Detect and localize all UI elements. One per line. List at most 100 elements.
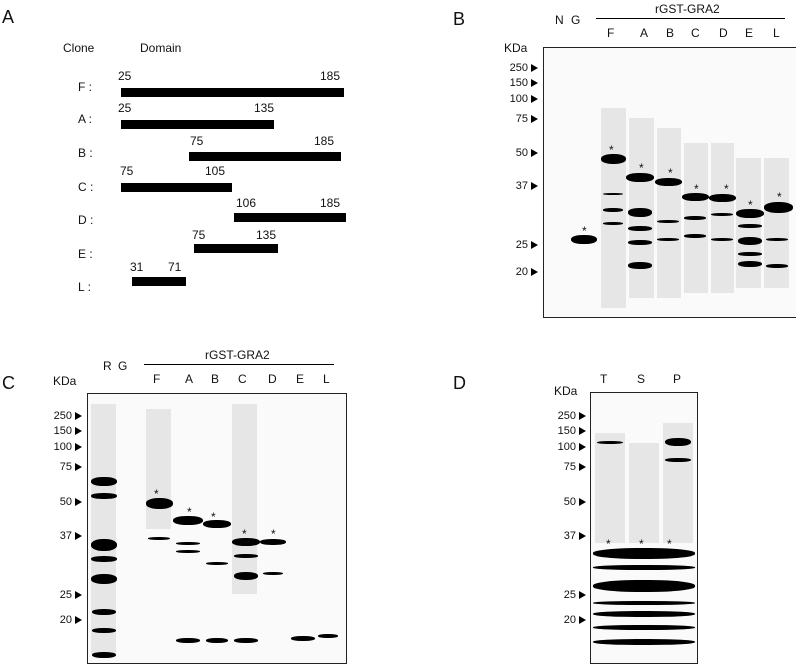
panel-c-lane-r: R <box>103 359 112 373</box>
clone-end-f: 185 <box>320 69 341 83</box>
panel-c-lane-smear <box>146 409 171 529</box>
band <box>766 238 788 241</box>
panel-c-lane-b: B <box>211 372 220 386</box>
band <box>603 222 623 225</box>
band <box>203 520 231 528</box>
band <box>234 554 258 558</box>
panel-b-lane-g: G <box>571 13 581 27</box>
band <box>593 565 695 570</box>
panel-b-unit: KDa <box>504 41 528 55</box>
band <box>736 209 764 218</box>
panel-b-marker-20: 20 <box>490 266 538 278</box>
panel-b-group-line <box>596 18 785 19</box>
band-star: * <box>609 143 614 157</box>
band <box>318 634 338 638</box>
clone-start-b: 75 <box>190 134 204 148</box>
panel-b-lane-a: A <box>640 26 649 40</box>
panel-d-marker-150: 150 <box>538 425 586 437</box>
band <box>682 193 709 201</box>
panel-a-letter: A <box>2 7 15 27</box>
ladder-band <box>91 556 117 562</box>
panel-b-lane-l: L <box>773 26 780 40</box>
band <box>764 202 793 213</box>
clone-name-c: C : <box>78 180 94 194</box>
band <box>176 550 200 553</box>
clone-end-b: 185 <box>314 134 335 148</box>
clone-start-d: 106 <box>236 196 257 210</box>
band <box>665 458 691 462</box>
clone-end-l: 71 <box>168 260 182 274</box>
band-star: * <box>154 487 159 501</box>
panel-b-marker-50: 50 <box>490 147 538 159</box>
panel-c-group-line <box>144 364 334 365</box>
panel-c-marker-20: 20 <box>34 614 82 626</box>
band <box>738 237 762 245</box>
band <box>601 154 626 164</box>
band <box>628 262 652 269</box>
clone-start-f: 25 <box>118 69 132 83</box>
band-star: * <box>271 527 276 541</box>
clone-end-a: 135 <box>254 101 275 115</box>
clone-name-l: L : <box>78 280 91 294</box>
domain-bar-b <box>189 152 341 161</box>
band <box>603 208 623 212</box>
panel-b-blot: * * * * * * * * <box>543 47 796 318</box>
band-star: * <box>606 537 611 551</box>
panel-c-lane-c: C <box>238 372 247 386</box>
clone-start-e: 75 <box>192 228 206 242</box>
panel-c-lane-smear <box>232 404 257 594</box>
panel-d-marker-50: 50 <box>538 496 586 508</box>
panel-c-marker-25: 25 <box>34 589 82 601</box>
panel-c-marker-50: 50 <box>34 496 82 508</box>
band <box>738 224 762 228</box>
band <box>628 208 652 217</box>
band-star: * <box>639 161 644 175</box>
band <box>593 625 695 630</box>
band <box>657 220 679 223</box>
domain-bar-l <box>132 277 186 286</box>
panel-b-lane-b: B <box>666 26 675 40</box>
band-star: * <box>668 166 673 180</box>
band <box>263 572 283 575</box>
band <box>206 638 228 643</box>
panel-b-lane-smear <box>711 143 734 293</box>
panel-d-lane-t: T <box>600 372 608 386</box>
panel-d-unit: KDa <box>554 384 578 398</box>
domain-bar-c <box>121 183 232 192</box>
domain-header: Domain <box>140 41 182 55</box>
band <box>738 252 762 256</box>
band <box>626 173 654 182</box>
clone-start-a: 25 <box>118 101 132 115</box>
band <box>655 178 682 186</box>
clone-name-d: D : <box>78 213 94 227</box>
panel-b-lane-smear <box>657 128 681 298</box>
panel-b-marker-100: 100 <box>490 93 538 105</box>
panel-c-marker-250: 250 <box>34 410 82 422</box>
band-star: * <box>211 510 216 524</box>
band <box>571 235 597 244</box>
band <box>597 441 623 444</box>
clone-end-e: 135 <box>256 228 277 242</box>
panel-c-marker-100: 100 <box>34 441 82 453</box>
panel-c-marker-37: 37 <box>34 530 82 542</box>
band <box>684 234 706 238</box>
ladder-band <box>91 493 117 499</box>
band <box>291 636 315 641</box>
panel-b-lane-e: E <box>745 26 754 40</box>
panel-b-marker-37: 37 <box>490 180 538 192</box>
panel-b-marker-250: 250 <box>490 62 538 74</box>
panel-b-lane-n: N <box>555 13 564 27</box>
panel-d-marker-100: 100 <box>538 441 586 453</box>
panel-d-marker-25: 25 <box>538 589 586 601</box>
panel-c-group-label: rGST-GRA2 <box>205 348 270 362</box>
panel-d-lane-s: S <box>637 372 646 386</box>
band <box>628 240 652 245</box>
band <box>176 542 200 545</box>
clone-name-f: F : <box>78 80 92 94</box>
panel-b-marker-150: 150 <box>490 77 538 89</box>
panel-c-lane-d: D <box>268 372 277 386</box>
clone-end-d: 185 <box>320 196 341 210</box>
band <box>234 572 258 580</box>
band <box>665 438 691 446</box>
band-star: * <box>242 527 247 541</box>
